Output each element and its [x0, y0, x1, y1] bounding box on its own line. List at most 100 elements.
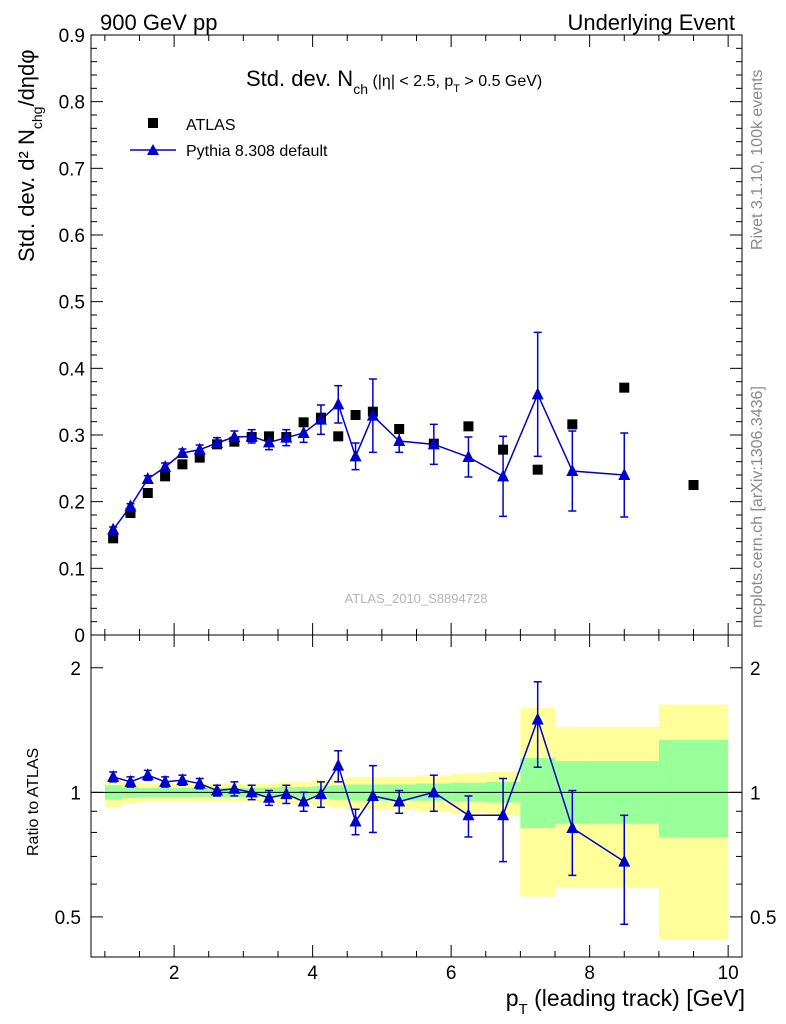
legend-pythia-marker	[147, 144, 159, 155]
ratio-pythia-point	[228, 781, 241, 794]
ratio-pythia-point	[366, 788, 379, 801]
main-y-tick-label: 0	[74, 626, 85, 647]
legend-atlas-label: ATLAS	[186, 117, 236, 134]
main-atlas-point	[298, 417, 309, 428]
main-pythia-point	[211, 436, 224, 448]
legend: ATLAS Pythia 8.308 default	[130, 117, 328, 160]
ratio-pythia-point	[427, 785, 440, 798]
ratio-pythia-point	[566, 820, 579, 833]
ratio-x-tick-label: 8	[584, 963, 595, 984]
ratio-y-tick-label: 1	[70, 783, 81, 804]
ratio-pythia-point	[297, 794, 310, 807]
header-right: Underlying Event	[567, 10, 735, 35]
legend-atlas-marker	[148, 118, 158, 128]
ratio-frame	[90, 634, 743, 958]
main-y-tick-label: 0.1	[59, 559, 85, 580]
ratio-pythia-point	[280, 787, 293, 800]
main-ylabel: Std. dev. d² Nchg/dηdφ	[14, 49, 45, 262]
main-pythia-point	[193, 442, 206, 455]
main-pythia-point	[245, 429, 258, 442]
ratio-y-tick-label: 0.5	[55, 908, 81, 929]
main-pythia-point	[262, 435, 275, 448]
ratio-ylabel: Ratio to ATLAS	[25, 748, 42, 856]
main-y-tick-label: 0.3	[59, 426, 85, 447]
main-y-tick-label: 0.2	[59, 493, 85, 514]
main-pythia-point	[159, 460, 172, 472]
main-y-tick-label: 0.6	[59, 226, 85, 247]
ratio-pythia-point	[141, 768, 154, 781]
main-pythia-point	[332, 397, 345, 410]
main-atlas-point	[394, 424, 405, 434]
ratio-pythia-point	[332, 758, 345, 771]
main-pythia-point	[107, 522, 120, 535]
ratio-y-tick-label-right: 0.5	[750, 908, 776, 929]
ratio-y-tick-label-right: 2	[750, 659, 761, 680]
ratio-pythia-point	[618, 854, 631, 867]
main-pythia-point	[366, 408, 379, 421]
ratio-pythia-point	[497, 808, 510, 821]
main-pythia-point	[297, 426, 310, 438]
main-title: Std. dev. Nch (|η| < 2.5, pT > 0.5 GeV)	[246, 66, 542, 97]
main-pythia-point	[314, 412, 327, 425]
ratio-x-tick-label: 4	[307, 963, 318, 984]
main-pythia-point	[427, 437, 440, 450]
main-atlas-point	[333, 431, 344, 442]
main-atlas-point	[160, 471, 171, 482]
ratio-pythia-point	[314, 787, 327, 800]
main-atlas-point	[532, 464, 543, 475]
ratio-y-tick-label-right: 1	[750, 783, 761, 804]
main-atlas-point	[177, 459, 188, 470]
main-atlas-point	[619, 382, 630, 393]
main-panel: 0 0.1 0.2 0.3 0.4 0.5 0.6 0.7 0.8 0.9	[59, 26, 743, 647]
main-atlas-point	[350, 410, 361, 420]
ratio-y-tick-label: 2	[70, 659, 81, 680]
main-atlas-point	[567, 419, 578, 430]
main-y-tick-label: 0.9	[59, 26, 85, 47]
main-atlas-point	[125, 508, 136, 518]
ratio-band-1sigma	[520, 758, 556, 828]
main-atlas-point	[463, 421, 474, 432]
analysis-watermark: ATLAS_2010_S8894728	[345, 591, 488, 606]
ratio-pythia-point	[107, 769, 120, 782]
main-pythia-point	[497, 469, 510, 482]
main-y-tick-label: 0.7	[59, 159, 85, 180]
ratio-pythia-point	[124, 774, 137, 787]
header-left: 900 GeV pp	[100, 10, 217, 35]
ratio-pythia-point	[193, 776, 206, 789]
ratio-x-tick-label: 10	[718, 963, 739, 984]
main-pythia-point	[141, 472, 154, 484]
main-atlas-point	[688, 480, 699, 490]
main-atlas-point	[194, 452, 205, 463]
main-y-tick-label: 0.8	[59, 93, 85, 114]
main-pythia-point	[349, 449, 362, 462]
main-y-tick-label: 0.4	[59, 359, 86, 380]
main-pythia-point	[228, 430, 241, 442]
ratio-pythia-point	[262, 790, 275, 803]
ratio-pythia-point	[531, 712, 544, 725]
main-pythia-point	[531, 387, 544, 400]
ratio-x-tick-label: 2	[169, 963, 180, 984]
main-pythia-point	[124, 499, 137, 512]
ratio-x-tick-label: 6	[446, 963, 457, 984]
ratio-pythia-point	[159, 774, 172, 787]
ratio-pythia-point	[462, 808, 475, 821]
main-pythia-point	[618, 468, 631, 480]
ratio-pythia-point	[245, 785, 258, 798]
ratio-pythia-point	[211, 783, 224, 796]
ratio-band-1sigma	[658, 739, 729, 837]
main-atlas-point	[142, 488, 153, 498]
ratio-pythia-point	[349, 814, 362, 827]
mcplots-label: mcplots.cern.ch [arXiv:1306.3436]	[749, 386, 766, 628]
ratio-pythia-point	[393, 794, 406, 807]
main-atlas-point	[498, 444, 509, 455]
ratio-panel: 2 4 6 8 10 0.5 0.5 1 1 2 2	[55, 634, 776, 984]
x-axis-label: pT (leading track) [GeV]	[506, 985, 745, 1018]
main-pythia-point	[462, 450, 475, 462]
main-pythia-point	[393, 434, 406, 446]
main-pythia-point	[280, 430, 293, 443]
legend-pythia-label: Pythia 8.308 default	[186, 143, 328, 160]
main-atlas-point	[108, 533, 119, 544]
rivet-label: Rivet 3.1.10, 100k events	[749, 69, 766, 250]
main-pythia-point	[566, 464, 579, 476]
